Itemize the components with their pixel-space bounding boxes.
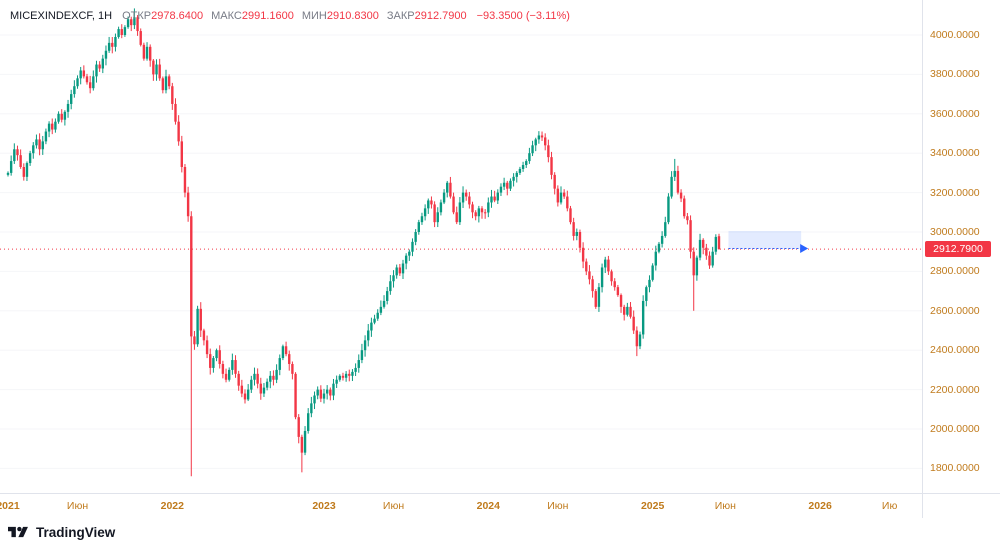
high-value: 2991.1600 (241, 10, 294, 22)
high-label: МАКС (211, 10, 242, 22)
price-axis-label: 2400.0000 (930, 344, 980, 357)
time-axis-label: Июн (714, 500, 736, 512)
price-axis-separator (922, 0, 923, 518)
close-value: 2912.7900 (414, 10, 467, 22)
price-axis-label: 2800.0000 (930, 265, 980, 278)
ohlc-high: МАКС2991.1600 (211, 10, 294, 22)
low-value: 2910.8300 (326, 10, 379, 22)
ohlc-open: ОТКР2978.6400 (122, 10, 203, 22)
time-axis-label: 2022 (160, 500, 184, 512)
tradingview-logo[interactable]: TradingView (8, 524, 115, 540)
time-axis-label: 2023 (312, 500, 336, 512)
time-axis-separator (0, 493, 1000, 494)
price-axis-label: 3000.0000 (930, 226, 980, 238)
low-label: МИН (301, 10, 327, 22)
time-axis-label: 2021 (0, 500, 20, 512)
symbol-title[interactable]: MICEXINDEXCF, 1Н (10, 10, 113, 22)
time-axis-label: Июн (547, 500, 569, 512)
price-axis-label: 2000.0000 (930, 423, 980, 435)
price-axis[interactable]: 2912.7900 4000.0000 3800.0000 3600.0000 340… (923, 0, 1000, 493)
price-axis-label: 3600.0000 (930, 107, 980, 120)
price-axis-label: 3800.0000 (930, 68, 980, 81)
tradingview-logo-text: TradingView (36, 524, 116, 540)
time-axis-label: Ию (881, 500, 898, 512)
price-axis-label: 3200.0000 (930, 186, 980, 199)
legend: MICEXINDEXCF, 1Н ОТКР2978.6400 МАКС2991.16… (10, 10, 570, 22)
price-badge: 2912.7900 (925, 241, 991, 258)
price-axis-label: 4000.0000 (930, 29, 980, 41)
time-axis-label: 2025 (640, 500, 665, 512)
time-axis[interactable]: 2021 Июн 2022 2023 Июн 2024 Июн 2025 Июн 2026 Ию (0, 494, 922, 520)
time-axis-label: 2026 (808, 500, 832, 512)
price-axis-label: 2200.0000 (930, 383, 980, 396)
price-axis-label: 2600.0000 (930, 304, 980, 317)
close-label: ЗАКР (386, 10, 415, 22)
chart-canvas[interactable] (0, 0, 922, 493)
open-label: ОТКР (122, 10, 152, 22)
change-value: −93.3500 (−3.11%) (476, 10, 570, 22)
price-axis-label: 3400.0000 (930, 147, 980, 160)
ohlc-close: ЗАКР2912.7900 (387, 10, 467, 22)
time-axis-label: Июн (382, 500, 405, 512)
ohlc-low: МИН2910.8300 (302, 10, 379, 22)
open-value: 2978.6400 (151, 10, 204, 22)
price-axis-label: 1800.0000 (930, 462, 980, 475)
tradingview-logo-icon (8, 526, 28, 538)
time-axis-label: Июн (66, 500, 89, 512)
time-axis-label: 2024 (476, 500, 500, 512)
